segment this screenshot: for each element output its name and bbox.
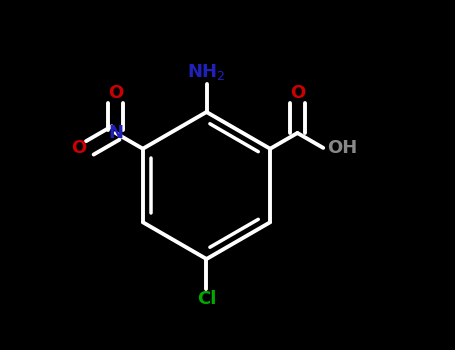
Text: OH: OH: [327, 139, 357, 157]
Text: O: O: [108, 84, 123, 101]
Text: N: N: [108, 124, 123, 142]
Text: NH$_2$: NH$_2$: [187, 62, 226, 82]
Text: Cl: Cl: [197, 290, 216, 308]
Text: O: O: [290, 84, 305, 101]
Text: O: O: [71, 139, 86, 157]
